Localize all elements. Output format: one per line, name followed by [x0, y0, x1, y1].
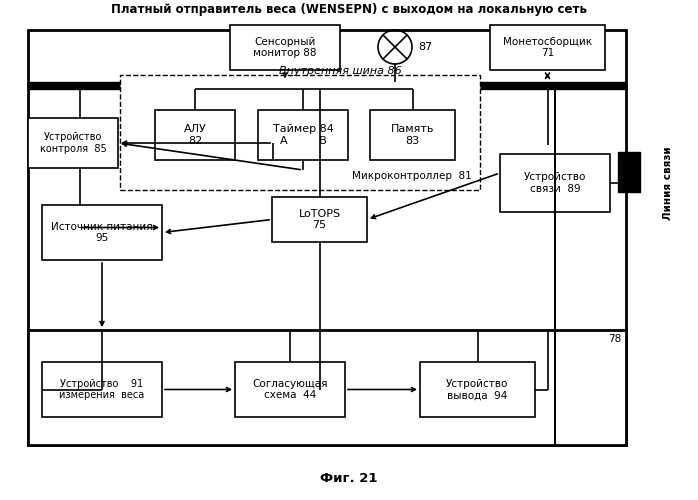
- Text: 87: 87: [418, 42, 432, 52]
- Bar: [370, 110, 455, 160]
- Text: Фиг. 21: Фиг. 21: [320, 472, 378, 484]
- Text: Устройство
контроля  85: Устройство контроля 85: [40, 132, 106, 154]
- Bar: [272, 197, 367, 242]
- Bar: [258, 110, 348, 160]
- Bar: [28, 330, 626, 445]
- Text: 78: 78: [608, 334, 621, 344]
- Bar: [28, 30, 626, 445]
- Text: Таймер 84
А         В: Таймер 84 А В: [272, 124, 334, 146]
- Bar: [420, 362, 535, 417]
- Text: Сенсорный
монитор 88: Сенсорный монитор 88: [253, 36, 317, 59]
- Text: Внутренняя шина 86: Внутренняя шина 86: [279, 66, 401, 76]
- Text: Микроконтроллер  81: Микроконтроллер 81: [352, 171, 472, 181]
- Text: Линия связи: Линия связи: [663, 146, 673, 220]
- Bar: [235, 362, 345, 417]
- Bar: [42, 205, 162, 260]
- Bar: [155, 110, 235, 160]
- Bar: [500, 154, 610, 212]
- Bar: [490, 25, 605, 70]
- Text: Устройство    91
измерения  веса: Устройство 91 измерения веса: [59, 378, 144, 400]
- Bar: [42, 362, 162, 417]
- Text: Согласующая
схема  44: Согласующая схема 44: [252, 378, 328, 400]
- Text: Платный отправитель веса (WENSEPN) с выходом на локальную сеть: Платный отправитель веса (WENSEPN) с вых…: [111, 4, 587, 16]
- Bar: [120, 75, 480, 190]
- Bar: [28, 118, 118, 168]
- Text: Устройство
вывода  94: Устройство вывода 94: [446, 378, 509, 400]
- Text: Монетосборщик
71: Монетосборщик 71: [503, 36, 592, 59]
- Text: Устройство
связи  89: Устройство связи 89: [524, 172, 586, 194]
- Text: Источник питания
95: Источник питания 95: [51, 222, 153, 244]
- Text: Память
83: Память 83: [391, 124, 434, 146]
- Bar: [230, 25, 340, 70]
- Text: LoTOPS
75: LoTOPS 75: [299, 208, 341, 231]
- Text: АЛУ
82: АЛУ 82: [184, 124, 207, 146]
